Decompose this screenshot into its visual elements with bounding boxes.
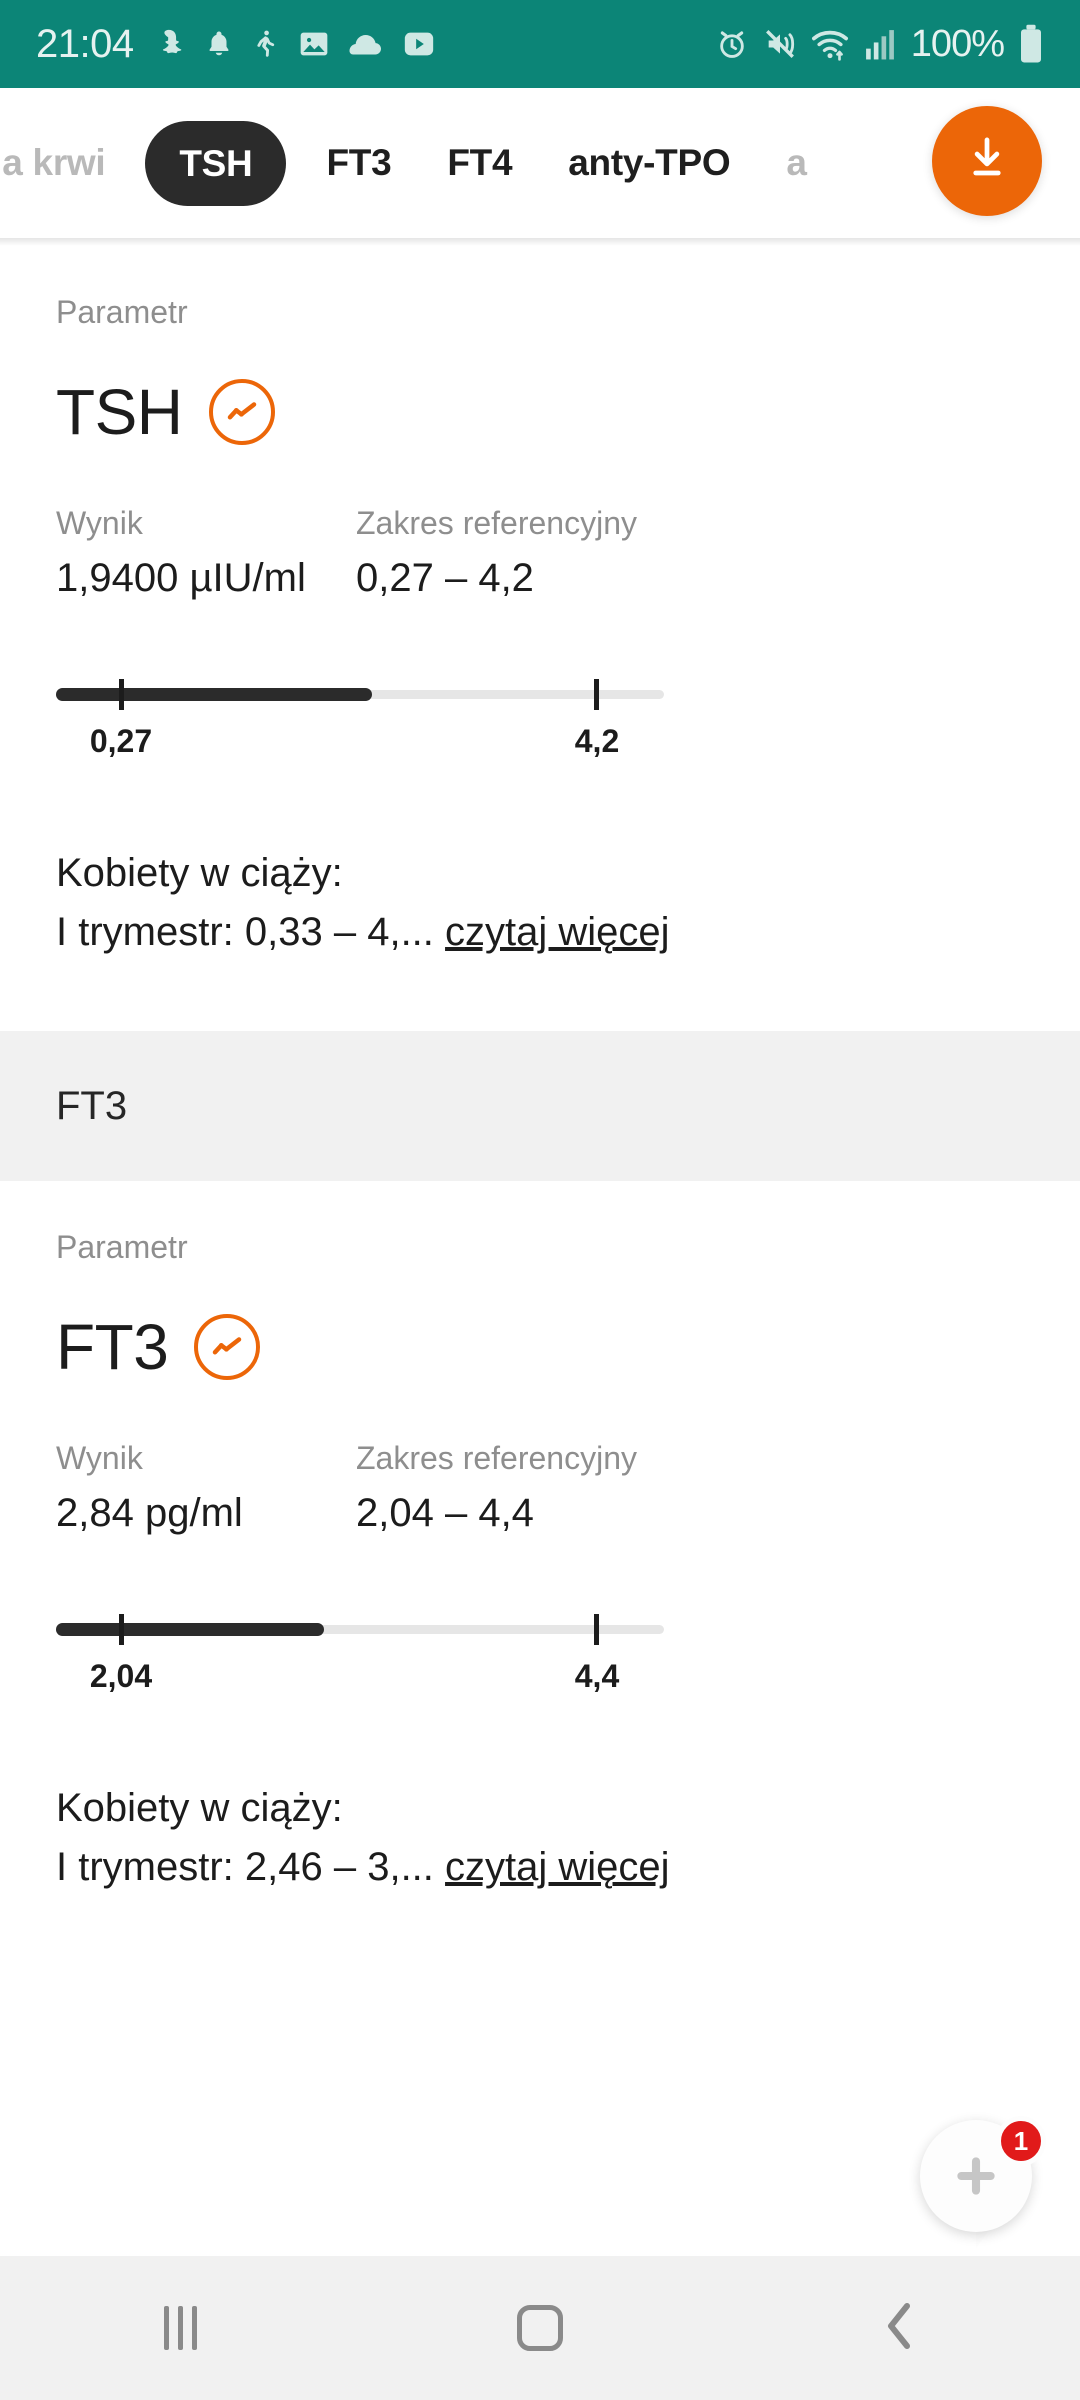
status-bar: 21:04 <box>0 0 1080 88</box>
photo-icon <box>298 28 330 60</box>
status-bar-left: 21:04 <box>36 22 715 67</box>
result-label: Wynik <box>56 1440 143 1476</box>
read-more-link[interactable]: czytaj więcej <box>445 910 670 954</box>
pregnancy-note: Kobiety w ciąży: I trymestr: 2,46 – 3,..… <box>56 1786 1024 1900</box>
range-bar-max-label: 4,4 <box>574 1658 620 1694</box>
back-icon <box>880 2300 920 2357</box>
range-bar-max-tick <box>594 679 599 710</box>
range-bar-min-tick <box>119 679 124 710</box>
tabbar-divider-shadow <box>0 238 1080 246</box>
chat-support-button[interactable]: 1 <box>920 2116 1046 2250</box>
status-clock: 21:04 <box>36 21 134 66</box>
result-value: 2,84 pg/ml <box>56 1491 243 1535</box>
section-header-ft3: FT3 <box>0 1031 1080 1181</box>
parameter-row: FT3 <box>56 1310 1024 1384</box>
parameter-name: TSH <box>56 376 183 448</box>
result-card-ft3: Parametr FT3 Wynik 2,84 pg/ml Zakr <box>0 1181 1080 1900</box>
tab-morfologia-krwi[interactable]: gia krwi <box>0 142 106 183</box>
parameter-row: TSH <box>56 375 1024 449</box>
range-bar-min-tick <box>119 1614 124 1645</box>
wifi-icon <box>811 26 849 62</box>
range-column: Zakres referencyjny 2,04 – 4,4 <box>356 1440 637 1536</box>
range-bar-max-label: 4,2 <box>574 723 620 759</box>
result-value: 1,9400 µIU/ml <box>56 556 306 600</box>
read-more-link[interactable]: czytaj więcej <box>445 1845 670 1889</box>
snapchat-icon <box>152 27 186 61</box>
battery-icon <box>1018 24 1044 64</box>
tab-ft3[interactable]: FT3 <box>326 142 392 183</box>
back-button[interactable] <box>720 2256 1080 2400</box>
home-button[interactable] <box>360 2256 720 2400</box>
range-bar-min-label: 0,27 <box>89 723 153 759</box>
range-bar-labels: 0,27 4,2 <box>56 723 1024 773</box>
range-bar-fill <box>56 1623 324 1636</box>
range-bar-tsh <box>56 679 1024 710</box>
range-bar-max-tick <box>594 1614 599 1645</box>
range-bar-fill <box>56 688 372 701</box>
pregnancy-note-title: Kobiety w ciąży: <box>56 1786 343 1830</box>
pregnancy-note-text: I trymestr: 2,46 – 3,... <box>56 1845 434 1889</box>
tab-list: gia krwi TSH FT3 FT4 anty-TPO a <box>0 88 835 238</box>
parameter-tab-bar[interactable]: gia krwi TSH FT3 FT4 anty-TPO a <box>0 88 1080 238</box>
result-values-row: Wynik 2,84 pg/ml Zakres referencyjny 2,0… <box>56 1440 1024 1536</box>
download-icon <box>960 132 1014 191</box>
home-icon <box>517 2305 563 2351</box>
pregnancy-note-body: I trymestr: 2,46 – 3,... czytaj więcej <box>56 1845 1024 1890</box>
recents-button[interactable] <box>0 2256 360 2400</box>
trend-chart-icon[interactable] <box>194 1314 261 1380</box>
pregnancy-note: Kobiety w ciąży: I trymestr: 0,33 – 4,..… <box>56 851 1024 965</box>
signal-icon <box>863 27 897 61</box>
recents-icon <box>163 2306 197 2350</box>
notification-badge: 1 <box>996 2116 1046 2166</box>
tab-next-partial[interactable]: a <box>786 142 807 183</box>
range-value: 0,27 – 4,2 <box>356 556 534 600</box>
result-card-tsh: Parametr TSH Wynik 1,9400 µIU/ml Z <box>0 246 1080 1031</box>
running-person-icon <box>252 27 280 61</box>
result-values-row: Wynik 1,9400 µIU/ml Zakres referencyjny … <box>56 505 1024 601</box>
pregnancy-note-text: I trymestr: 0,33 – 4,... <box>56 910 434 954</box>
tab-anty-tpo[interactable]: anty-TPO <box>568 142 731 183</box>
parameter-label: Parametr <box>56 294 188 330</box>
result-column: Wynik 2,84 pg/ml <box>56 1440 356 1536</box>
bell-icon <box>204 27 234 61</box>
parameter-label: Parametr <box>56 1229 188 1265</box>
result-label: Wynik <box>56 505 143 541</box>
result-column: Wynik 1,9400 µIU/ml <box>56 505 356 601</box>
status-bar-right: 100% <box>715 23 1044 66</box>
parameter-name: FT3 <box>56 1311 169 1383</box>
plus-icon <box>920 2120 1032 2232</box>
range-bar-track <box>56 1625 664 1634</box>
mute-vibrate-icon <box>763 26 797 62</box>
trend-chart-icon[interactable] <box>208 379 275 445</box>
section-header-label: FT3 <box>56 1083 128 1128</box>
tab-tsh[interactable]: TSH <box>145 120 287 206</box>
range-bar-min-label: 2,04 <box>89 1658 153 1694</box>
range-bar-ft3 <box>56 1614 1024 1645</box>
results-scroll-area[interactable]: Parametr TSH Wynik 1,9400 µIU/ml Z <box>0 246 1080 2256</box>
range-bar-labels: 2,04 4,4 <box>56 1658 1024 1708</box>
android-navigation-bar <box>0 2256 1080 2400</box>
tab-ft4[interactable]: FT4 <box>447 142 513 183</box>
range-column: Zakres referencyjny 0,27 – 4,2 <box>356 505 637 601</box>
range-label: Zakres referencyjny <box>356 1440 637 1476</box>
download-button[interactable] <box>932 106 1042 216</box>
battery-percent-label: 100% <box>910 22 1005 65</box>
alarm-icon <box>715 26 749 62</box>
range-value: 2,04 – 4,4 <box>356 1491 534 1535</box>
pregnancy-note-body: I trymestr: 0,33 – 4,... czytaj więcej <box>56 910 1024 955</box>
cloud-icon <box>348 29 384 59</box>
range-label: Zakres referencyjny <box>356 505 637 541</box>
youtube-icon <box>402 29 436 59</box>
pregnancy-note-title: Kobiety w ciąży: <box>56 851 343 895</box>
